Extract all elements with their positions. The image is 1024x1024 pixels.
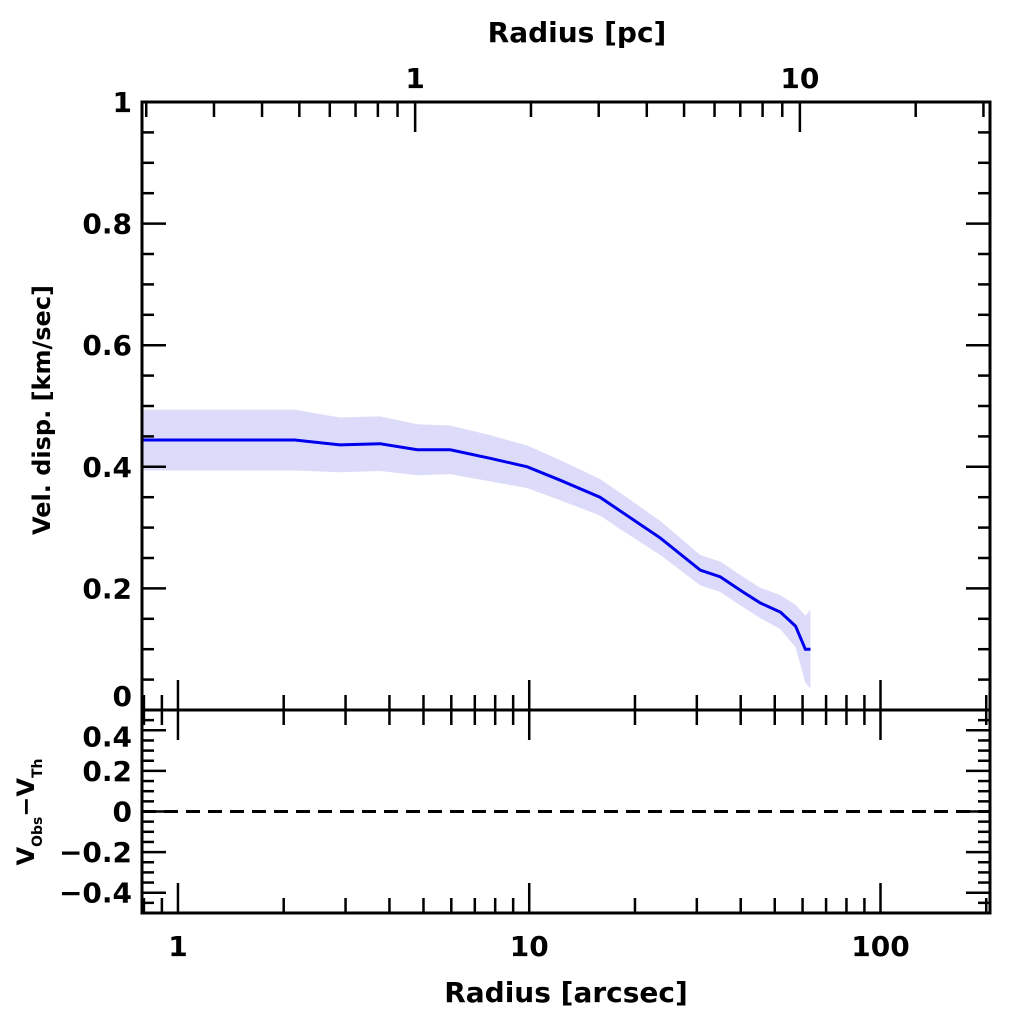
residual-y-tick-label: 0 [113,796,132,829]
top-x-axis-title: Radius [pc] [488,16,667,49]
residual-y-tick-label: −0.4 [59,877,132,910]
series-line-layer [141,438,811,651]
main-y-tick-label: 0.4 [82,451,132,484]
series-line [142,438,811,651]
main-y-tick-label: 0.6 [82,329,132,362]
top-x-tick-label: 1 [405,62,424,95]
bottom-x-tick-label: 1 [168,930,187,963]
residual-y-tick-label: 0.4 [82,720,132,753]
plot-frame [140,100,992,915]
main-y-tick-label: 0.2 [82,572,132,605]
main-y-tick-label: 0 [113,680,132,713]
error-band-layer [142,409,811,689]
main-y-tick-label: 1 [113,86,132,119]
residual-y-axis-title: VObs−VTh [12,758,46,865]
main-y-tick-label: 0.8 [82,208,132,241]
bottom-x-tick-label: 100 [851,930,909,963]
main-y-axis-title: Vel. disp. [km/sec] [28,285,56,535]
error-band [142,409,811,689]
bottom-x-axis-title: Radius [arcsec] [444,976,688,1009]
residual-y-tick-label: 0.2 [82,755,132,788]
top-x-tick-label: 10 [780,62,819,95]
residual-y-tick-label: −0.2 [59,836,132,869]
bottom-x-tick-label: 10 [510,930,549,963]
